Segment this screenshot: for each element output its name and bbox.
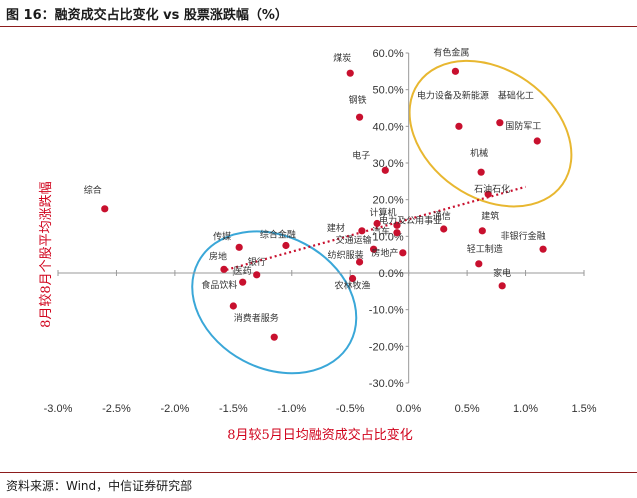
data-point — [370, 245, 378, 253]
bottom-group-ellipse — [191, 230, 358, 375]
highlight-ellipses — [191, 59, 573, 375]
x-tick-label: -0.5% — [336, 403, 365, 415]
point-label: 医药 — [234, 266, 252, 277]
point-label: 国防军工 — [505, 120, 541, 132]
x-tick-label: -2.5% — [102, 403, 131, 415]
y-tick-label: -30.0% — [369, 378, 404, 390]
point-label: 石油石化 — [474, 183, 510, 195]
x-tick-label: -3.0% — [44, 403, 73, 415]
y-tick-label: 60.0% — [372, 48, 403, 60]
point-label: 建材 — [327, 222, 345, 234]
point-label: 基础化工 — [498, 90, 534, 102]
point-label: 建筑 — [481, 210, 499, 222]
y-tick-label: 0.0% — [379, 268, 404, 280]
point-label: 纺织服装 — [328, 249, 364, 261]
point-label: 电子 — [352, 149, 370, 161]
data-point — [220, 265, 228, 273]
data-point — [393, 221, 401, 229]
data-point — [101, 205, 109, 213]
data-point — [235, 243, 243, 251]
point-label: 传媒 — [213, 230, 231, 242]
point-label: 家电 — [493, 267, 511, 279]
x-tick-label: 0.5% — [455, 403, 480, 415]
data-point — [533, 137, 541, 145]
x-tick-label: -1.0% — [277, 403, 306, 415]
point-label: 农林牧渔 — [335, 280, 371, 292]
point-label: 通信 — [433, 210, 451, 222]
y-tick-label: 20.0% — [372, 195, 403, 207]
y-tick-label: -10.0% — [369, 305, 404, 317]
data-point — [253, 271, 261, 279]
data-point — [381, 166, 389, 174]
data-point — [355, 113, 364, 121]
x-tick-label: 0.0% — [396, 403, 421, 415]
data-point — [399, 249, 407, 257]
scatter-chart: -3.0% -2.5% -2.0% -1.5% -1.0% -0.5% 0.0% 0.5% 1.… — [38, 46, 597, 443]
data-point — [475, 260, 483, 268]
y-axis-title: 8月较8月个股平均涨跌幅 — [38, 181, 54, 328]
data-point — [355, 258, 364, 266]
data-point — [346, 69, 354, 77]
data-point — [451, 67, 460, 75]
top-group-ellipse — [408, 59, 573, 208]
point-label: 综合 — [84, 184, 102, 196]
data-point — [478, 227, 486, 235]
data-point — [496, 119, 504, 127]
point-label: 食品饮料 — [201, 279, 237, 291]
data-point — [358, 227, 366, 235]
source-note: 资料来源：Wind，中信证券研究部 — [6, 479, 193, 493]
data-point — [393, 229, 401, 237]
y-tick-label: 30.0% — [372, 158, 403, 170]
x-tick-label: 1.0% — [513, 403, 538, 415]
point-label: 交通运输 — [336, 234, 372, 246]
point-label: 有色金属 — [433, 46, 469, 58]
data-point — [455, 122, 463, 130]
point-label: 房地 — [209, 250, 227, 262]
data-point — [484, 190, 492, 198]
data-point — [539, 245, 547, 253]
x-tick-label: -1.5% — [219, 403, 248, 415]
points-layer — [101, 67, 547, 341]
data-point — [270, 333, 278, 341]
point-label: 电力设备及新能源 — [417, 89, 489, 101]
point-label: 综合金融 — [260, 229, 296, 241]
y-tick-label: -20.0% — [369, 341, 404, 353]
data-point — [498, 282, 506, 290]
y-tick-label: 40.0% — [372, 121, 403, 133]
data-point — [229, 302, 237, 310]
axis-titles: 8月较5月日均融资成交占比变化 8月较8月个股平均涨跌幅 — [38, 181, 413, 443]
point-label: 电力及公用事业 — [379, 215, 442, 227]
header-rule — [0, 26, 637, 27]
point-label: 消费者服务 — [234, 312, 279, 324]
x-axis-title: 8月较5月日均融资成交占比变化 — [227, 427, 413, 443]
data-point — [373, 219, 381, 228]
point-label: 汽车 — [372, 226, 390, 238]
figure-title: 图 16：融资成交占比变化 vs 股票涨跌幅（%） — [6, 8, 288, 23]
footer-rule — [0, 472, 637, 473]
point-label: 煤炭 — [333, 52, 351, 64]
x-tick-label: 1.5% — [571, 403, 596, 415]
data-point — [239, 278, 247, 286]
data-point — [282, 241, 290, 250]
point-label: 钢铁 — [349, 94, 367, 106]
point-label: 银行 — [248, 256, 266, 268]
data-point — [477, 168, 485, 176]
point-label: 机械 — [470, 147, 488, 159]
data-point — [348, 274, 357, 283]
point-label: 房地产 — [371, 247, 398, 259]
point-label: 轻工制造 — [467, 243, 503, 255]
point-label: 非银行金融 — [501, 230, 546, 242]
x-tick-label: -2.0% — [161, 403, 190, 415]
y-tick-label: 50.0% — [372, 85, 403, 97]
figure-header: 图 16：融资成交占比变化 vs 股票涨跌幅（%） — [0, 0, 637, 26]
chart-axes: -3.0% -2.5% -2.0% -1.5% -1.0% -0.5% 0.0% 0.5% 1.… — [44, 48, 597, 415]
data-point — [440, 225, 448, 233]
point-label: 计算机 — [369, 206, 396, 218]
